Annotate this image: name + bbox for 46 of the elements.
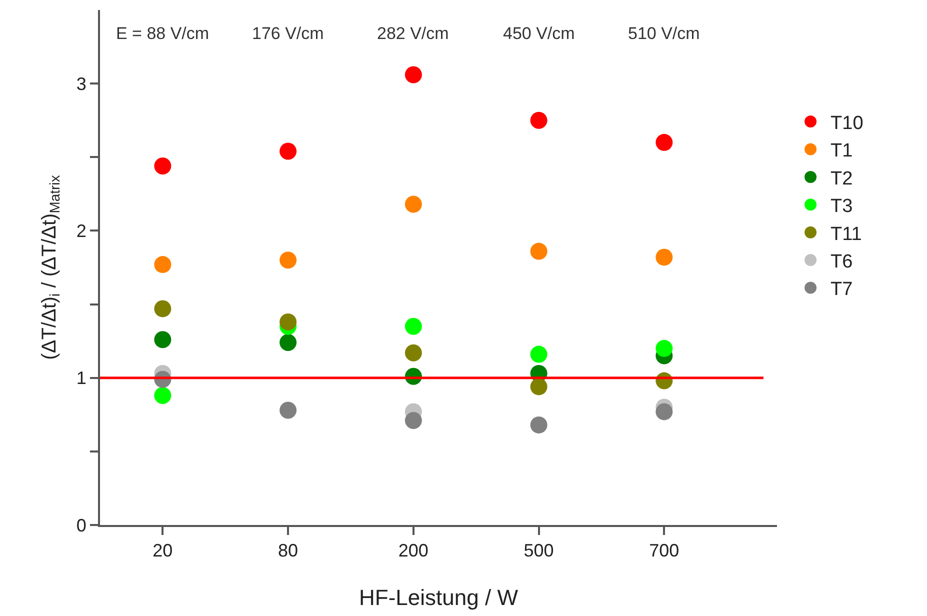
point <box>280 334 297 352</box>
point <box>404 66 422 84</box>
x-tick-label: 80 <box>278 540 298 561</box>
x-tick-label: 20 <box>152 540 173 561</box>
point <box>530 346 548 363</box>
legend-label: T11 <box>830 224 862 245</box>
y-tick-label: 1 <box>76 368 86 388</box>
point <box>154 387 172 404</box>
legend-label: T1 <box>830 140 853 162</box>
annotation: 176 V/cm <box>252 24 324 43</box>
legend-label: T2 <box>830 168 853 190</box>
point <box>154 256 172 274</box>
y-tick-label: 0 <box>76 515 86 536</box>
x-tick-label: 500 <box>524 540 554 561</box>
x-axis-title: HF-Leistung / W <box>359 585 518 610</box>
point <box>530 416 548 434</box>
legend-label: T3 <box>830 196 853 218</box>
point <box>154 157 172 174</box>
legend-label: T10 <box>830 112 864 134</box>
point <box>154 300 172 318</box>
point <box>280 142 297 160</box>
legend-label: T6 <box>830 251 853 272</box>
point <box>404 318 422 335</box>
point <box>530 112 548 129</box>
annotation: 510 V/cm <box>628 24 700 43</box>
point <box>530 242 548 260</box>
point <box>656 340 673 357</box>
x-tick-label: 200 <box>398 540 428 561</box>
point <box>530 378 548 396</box>
point <box>280 402 297 419</box>
annotation: E = 88 V/cm <box>116 24 210 43</box>
point <box>404 412 422 430</box>
annotation: 282 V/cm <box>377 24 449 43</box>
point <box>656 403 673 420</box>
point <box>154 331 172 348</box>
x-tick-label: 700 <box>649 540 680 561</box>
y-tick-label: 3 <box>76 74 86 94</box>
point <box>404 344 422 362</box>
point <box>656 248 673 266</box>
point <box>280 252 297 269</box>
point <box>280 313 297 330</box>
y-tick-label: 2 <box>76 221 86 242</box>
legend-label: T7 <box>830 279 853 300</box>
point <box>404 196 422 213</box>
point <box>656 134 673 151</box>
annotation: 450 V/cm <box>503 24 575 43</box>
